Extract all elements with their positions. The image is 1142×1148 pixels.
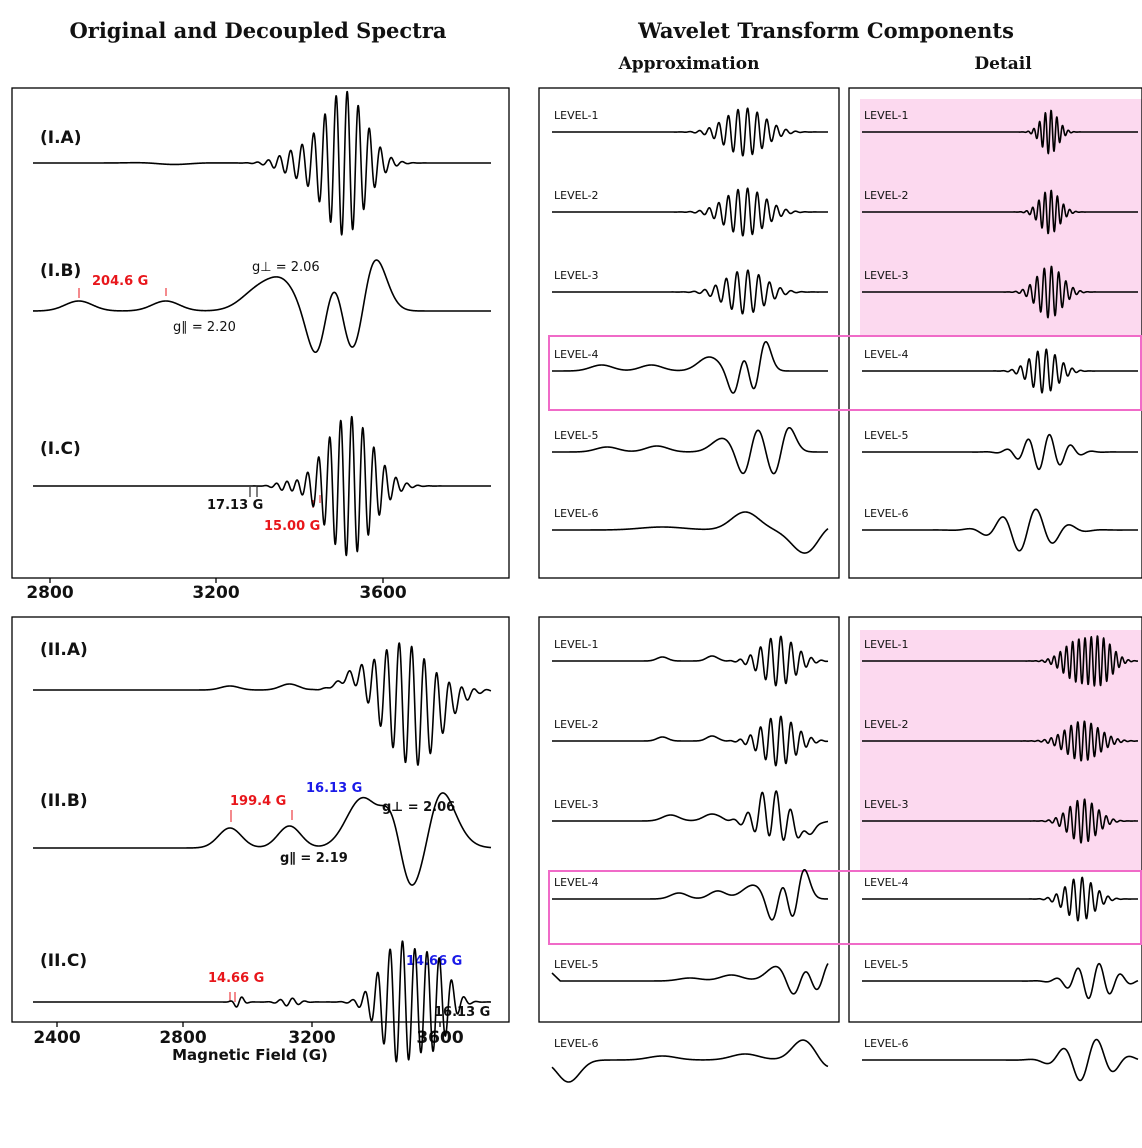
approx-bottom-level-4: LEVEL-4 [554,876,598,889]
panel-label-IIC: (II.C) [40,951,87,971]
detail-bottom-L3 [861,798,1139,844]
approx-top-level-6: LEVEL-6 [554,507,598,520]
annotation-14-66-blue: 14.66 G [406,954,462,969]
detail-bottom-L1 [861,635,1139,687]
approx-bottom-level-2: LEVEL-2 [554,718,598,731]
annotation-199-4: 199.4 G [230,794,286,809]
annotation-14-66-red: 14.66 G [208,971,264,986]
approx-bottom-L3 [551,790,829,841]
annotation-16-13-blue: 16.13 G [306,781,362,796]
detail-top-L1 [861,109,1139,155]
annotation-204-6: 204.6 G [92,274,148,289]
panel-label-IC: (I.C) [40,439,81,459]
panel-label-IIA: (II.A) [40,640,88,660]
approx-bottom-level-5: LEVEL-5 [554,958,598,971]
approx-bottom-L2 [551,715,829,767]
left-title: Original and Decoupled Spectra [69,18,446,43]
detail-top-level-2: LEVEL-2 [864,189,908,202]
detail-bottom-L5 [861,962,1139,1000]
tick-top-2800: 2800 [26,583,73,603]
panel-label-IA: (I.A) [40,128,81,148]
detail-bottom-level-2: LEVEL-2 [864,718,908,731]
approx-top-L5 [551,426,829,475]
detail-bottom-level-1: LEVEL-1 [864,638,908,651]
spectra-traces [32,90,1139,1083]
detail-top-L6 [861,508,1139,552]
trace-IIC [32,940,492,1063]
detail-bottom-L2 [861,720,1139,762]
trace-IA [32,90,492,236]
level4-highlight-top [548,335,1142,411]
x-axis-label: Magnetic Field (G) [172,1046,328,1064]
level-labels: LEVEL-1 LEVEL-1 LEVEL-1 LEVEL-1 LEVEL-2 LEVEL… [554,109,908,1050]
detail-top-frame [848,87,1142,579]
detail-top-level-6: LEVEL-6 [864,507,908,520]
annotation-gperp: g⊥ = 2.06 [252,260,320,275]
right-title: Wavelet Transform Components [637,18,1014,43]
tick-bottom-3600: 3600 [416,1028,463,1048]
detail-bottom-level-3: LEVEL-3 [864,798,908,811]
left-top-frame [11,87,510,579]
annotation-gperp-II: g⊥ = 2.06 [382,800,455,815]
approx-top-level-2: LEVEL-2 [554,189,598,202]
annotation-15-00: 15.00 G [264,519,320,534]
annotation-gpar-II: g∥ = 2.19 [280,851,348,866]
detail-top-level-1: LEVEL-1 [864,109,908,122]
detail-top-L2 [861,189,1139,235]
approx-top-level-1: LEVEL-1 [554,109,598,122]
detail-top-level-4: LEVEL-4 [864,348,908,361]
detail-bottom-frame [848,616,1142,1023]
detail-top-level-5: LEVEL-5 [864,429,908,442]
detail-top-L4 [861,348,1139,394]
approx-top-L1 [551,107,829,157]
approx-bottom-L5 [551,963,829,995]
trace-IIB [32,792,492,886]
tick-top-3200: 3200 [192,583,239,603]
detail-bottom-level-4: LEVEL-4 [864,876,908,889]
level4-highlight-bottom [548,870,1142,945]
tick-bottom-2400: 2400 [33,1028,80,1048]
trace-IB [32,259,492,354]
approx-top-level-5: LEVEL-5 [554,429,598,442]
detail-bottom-L4 [861,876,1139,922]
detail-top-L3 [861,265,1139,319]
approx-bottom-level-6: LEVEL-6 [554,1037,598,1050]
approx-bottom-L1 [551,635,829,687]
approx-top-L3 [551,269,829,315]
approx-top-level-3: LEVEL-3 [554,269,598,282]
detail-title: Detail [974,54,1032,74]
panel-label-IIB: (II.B) [40,791,88,811]
approx-top-frame [538,87,840,579]
tick-bottom-3200: 3200 [288,1028,335,1048]
detail-bottom-level-5: LEVEL-5 [864,958,908,971]
approx-top-L4 [551,340,829,394]
approx-top-L6 [551,511,829,554]
approx-bottom-L4 [551,868,829,921]
approx-bottom-L6 [551,1039,829,1083]
tick-top-3600: 3600 [359,583,406,603]
detail-bottom-level-6: LEVEL-6 [864,1037,908,1050]
approx-title: Approximation [618,54,760,74]
detail-top-L5 [861,433,1139,471]
panel-label-IB: (I.B) [40,261,81,281]
left-bottom-frame [11,616,510,1023]
annotation-17-13: 17.13 G [207,498,263,513]
approx-bottom-level-3: LEVEL-3 [554,798,598,811]
approx-bottom-level-1: LEVEL-1 [554,638,598,651]
tick-bottom-2800: 2800 [159,1028,206,1048]
approx-top-level-4: LEVEL-4 [554,348,598,361]
trace-IIA [32,642,492,766]
approx-top-L2 [551,187,829,237]
trace-IC [32,415,492,557]
annotation-gpar: g∥ = 2.20 [173,320,236,335]
detail-highlight-top [860,99,1142,336]
detail-bottom-L6 [861,1038,1139,1082]
detail-top-level-3: LEVEL-3 [864,269,908,282]
approx-bottom-frame [538,616,840,1023]
